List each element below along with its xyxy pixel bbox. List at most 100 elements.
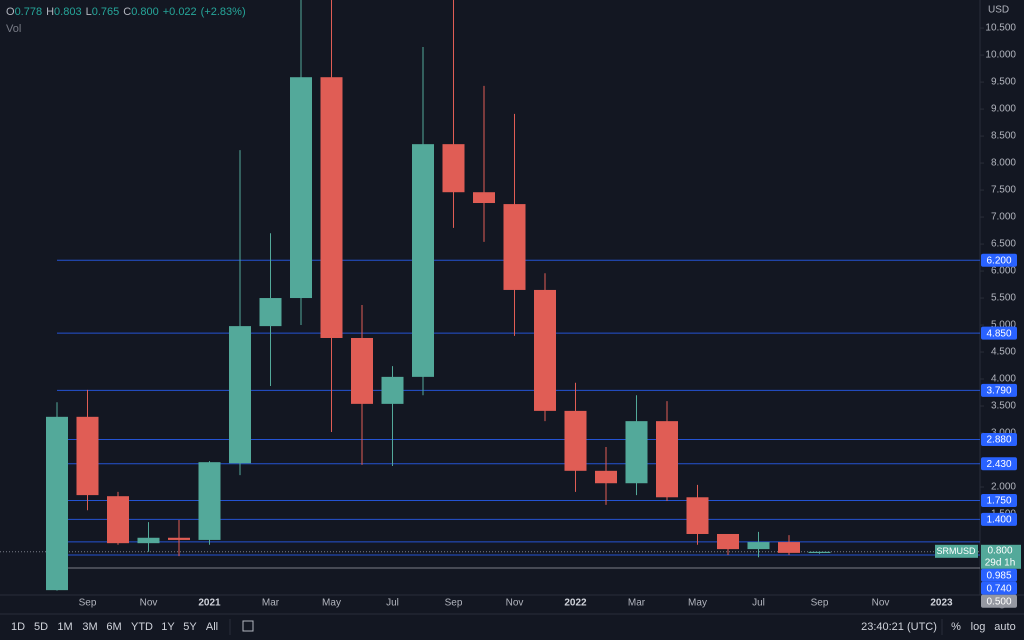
close-value: 0.800: [131, 6, 159, 18]
level-tag: [981, 253, 1017, 267]
y-tick-label: 7.500: [991, 185, 1016, 196]
x-tick-label: May: [688, 598, 707, 609]
candle-body: [198, 462, 221, 540]
candle-body: [534, 289, 556, 411]
level-label: 0.740: [986, 583, 1011, 594]
range-button[interactable]: 5Y: [183, 621, 197, 633]
y-tick-label: 4.000: [991, 374, 1016, 385]
level-tag: [981, 568, 1017, 582]
countdown: 29d 1h: [985, 557, 1016, 568]
candle-body: [686, 497, 709, 534]
candle-body: [76, 416, 99, 496]
last-price-tag: [981, 544, 1021, 569]
level-label: 0.985: [986, 570, 1011, 581]
x-tick-label: Sep: [445, 598, 463, 609]
range-button[interactable]: 3M: [82, 621, 97, 633]
y-tick-label: 9.500: [991, 77, 1016, 88]
candle-body: [107, 496, 129, 544]
x-tick-label: Mar: [628, 598, 646, 609]
low-value: 0.765: [92, 6, 120, 18]
level-label: 2.880: [986, 435, 1011, 446]
label: L: [86, 6, 92, 18]
range-button[interactable]: 1M: [57, 621, 72, 633]
x-tick-label: Sep: [811, 598, 829, 609]
x-tick-label: 2022: [564, 598, 587, 609]
x-tick-label: Mar: [262, 598, 280, 609]
x-tick-label: Nov: [872, 598, 890, 609]
level-label: 6.200: [986, 255, 1011, 266]
candle-body: [717, 533, 739, 550]
candle-body: [168, 537, 190, 540]
candle-body: [412, 144, 434, 377]
range-button[interactable]: All: [206, 621, 218, 633]
level-tag: [981, 581, 1017, 595]
candle-body: [564, 410, 587, 471]
y-tick-label: 6.500: [991, 239, 1016, 250]
volume-label[interactable]: Vol: [6, 23, 21, 35]
range-button[interactable]: 1Y: [161, 621, 175, 633]
change-pct: (+2.83%): [201, 6, 246, 18]
date-range-icon[interactable]: [242, 620, 254, 632]
label: H: [46, 6, 54, 18]
range-button[interactable]: 6M: [106, 621, 121, 633]
level-tag: [981, 494, 1017, 508]
y-tick-label: 8.500: [991, 131, 1016, 142]
level-tag: [981, 326, 1017, 340]
candle-body: [259, 298, 282, 327]
level-tag: [981, 457, 1017, 471]
label: C: [123, 6, 131, 18]
high-value: 0.803: [54, 6, 82, 18]
y-tick-label: 7.000: [991, 212, 1016, 223]
x-tick-label: Jul: [386, 598, 399, 609]
candle-body: [137, 537, 160, 544]
level-label: 1.400: [986, 515, 1011, 526]
x-tick-label: May: [322, 598, 341, 609]
level-label: 3.790: [986, 386, 1011, 397]
clock: 23:40:21 (UTC): [861, 621, 937, 633]
candle-body: [747, 542, 770, 550]
x-tick-label: Sep: [79, 598, 97, 609]
ohlc-header: O0.778 H0.803 L0.765 C0.800 +0.022 (+2.83%): [6, 6, 246, 18]
candle-body: [351, 337, 373, 404]
x-tick-label: 2023: [930, 598, 953, 609]
y-tick-label: 8.000: [991, 158, 1016, 169]
candle-body: [46, 416, 68, 591]
candle-body: [320, 77, 343, 338]
currency[interactable]: USD: [988, 5, 1009, 16]
level-label: 1.750: [986, 496, 1011, 507]
candle-body: [656, 421, 678, 498]
open-value: 0.778: [15, 6, 43, 18]
symbol-tag: [935, 544, 978, 558]
y-tick-label: 3.500: [991, 401, 1016, 412]
range-button[interactable]: 1D: [11, 621, 25, 633]
level-label: 0.500: [986, 596, 1011, 607]
candle-body: [778, 542, 800, 553]
level-label: 4.850: [986, 328, 1011, 339]
candle-body: [229, 326, 251, 464]
range-button[interactable]: 5D: [34, 621, 48, 633]
x-tick-label: Nov: [506, 598, 524, 609]
symbol-label: SRMUSD: [936, 546, 976, 556]
candle-body: [381, 376, 404, 404]
candle-body: [808, 551, 831, 553]
log-toggle[interactable]: log: [971, 621, 986, 633]
plot-area: [0, 0, 980, 591]
y-tick-label: 10.000: [985, 50, 1016, 61]
range-button[interactable]: YTD: [131, 621, 153, 633]
change: +0.022: [163, 6, 197, 18]
candle-body: [442, 144, 465, 193]
candle-body: [625, 421, 648, 484]
level-tag: [981, 383, 1017, 397]
y-tick-label: 4.500: [991, 347, 1016, 358]
level-label: 2.430: [986, 459, 1011, 470]
percent-toggle[interactable]: %: [951, 621, 961, 633]
candle-body: [503, 204, 526, 290]
candle-body: [595, 470, 617, 484]
x-tick-label: Jul: [752, 598, 765, 609]
y-tick-label: 2.000: [991, 482, 1016, 493]
y-tick-label: 5.500: [991, 293, 1016, 304]
auto-toggle[interactable]: auto: [994, 621, 1015, 633]
x-tick-label: Nov: [140, 598, 158, 609]
